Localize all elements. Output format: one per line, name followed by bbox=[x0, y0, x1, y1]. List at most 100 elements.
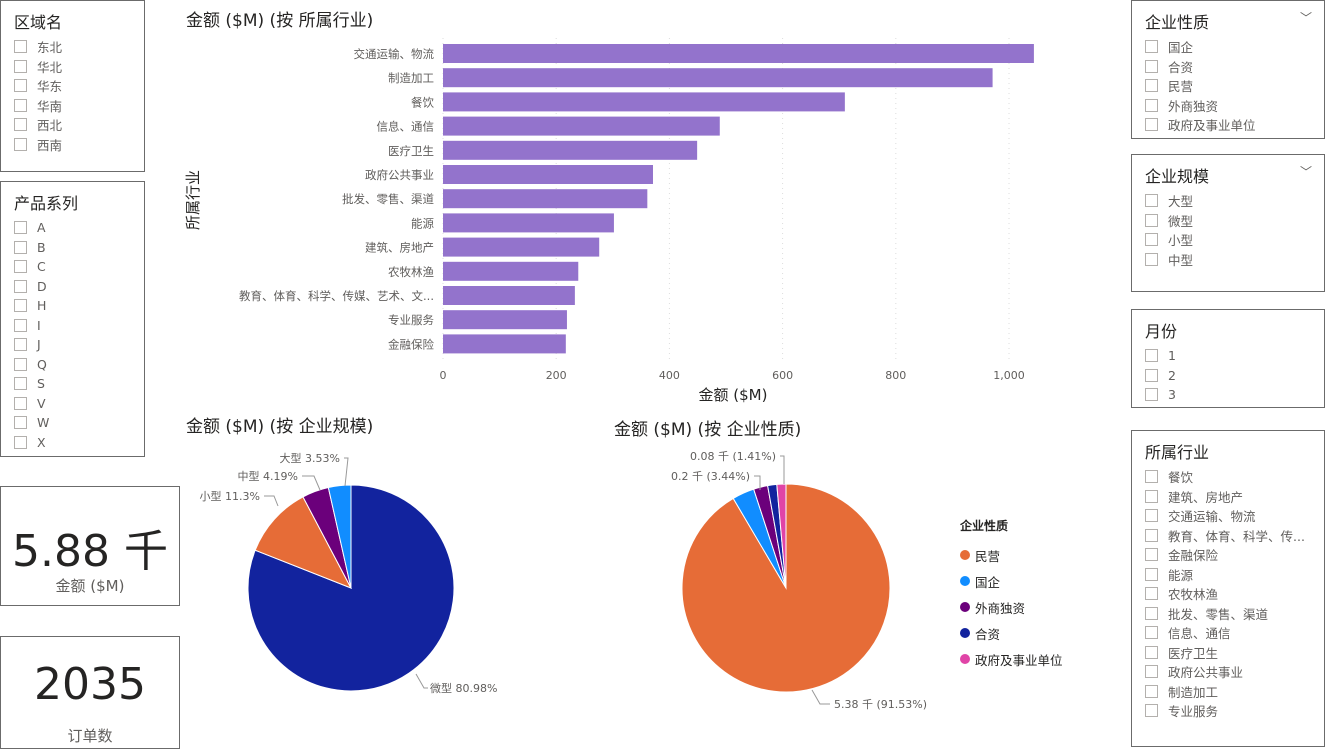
checkbox[interactable] bbox=[1145, 665, 1158, 679]
legend-item[interactable]: 合资 bbox=[960, 620, 1063, 646]
chevron-down-icon[interactable]: ﹀ bbox=[1299, 11, 1312, 25]
slicer-item[interactable]: 餐饮 bbox=[1132, 467, 1324, 487]
slicer-item[interactable]: D bbox=[1, 277, 144, 297]
checkbox[interactable] bbox=[14, 118, 27, 132]
slicer-item[interactable]: 华南 bbox=[1, 96, 144, 116]
slicer-item[interactable]: 2 bbox=[1132, 366, 1324, 386]
checkbox[interactable] bbox=[1145, 645, 1158, 659]
checkbox[interactable] bbox=[1145, 528, 1158, 542]
checkbox[interactable] bbox=[14, 338, 27, 352]
checkbox[interactable] bbox=[14, 435, 27, 449]
checkbox[interactable] bbox=[14, 260, 27, 274]
slicer-item[interactable]: 批发、零售、渠道 bbox=[1132, 604, 1324, 624]
checkbox[interactable] bbox=[1145, 98, 1158, 112]
checkbox[interactable] bbox=[14, 318, 27, 332]
checkbox[interactable] bbox=[1145, 626, 1158, 640]
slicer-item[interactable]: 3 bbox=[1132, 385, 1324, 405]
slicer-item[interactable]: J bbox=[1, 335, 144, 355]
slicer-item[interactable]: 华北 bbox=[1, 57, 144, 77]
slicer-item[interactable]: 东北 bbox=[1, 37, 144, 57]
slicer-item[interactable]: 政府公共事业 bbox=[1132, 662, 1324, 682]
checkbox[interactable] bbox=[1145, 704, 1158, 718]
slicer-item[interactable]: 信息、通信 bbox=[1132, 623, 1324, 643]
slicer-item[interactable]: 1 bbox=[1132, 346, 1324, 366]
slicer-item[interactable]: 华东 bbox=[1, 76, 144, 96]
slicer-item[interactable]: 农牧林渔 bbox=[1132, 584, 1324, 604]
checkbox[interactable] bbox=[1145, 40, 1158, 54]
checkbox[interactable] bbox=[14, 98, 27, 112]
slicer-item-label: 微型 bbox=[1168, 213, 1194, 229]
checkbox[interactable] bbox=[14, 279, 27, 293]
slicer-item[interactable]: 西南 bbox=[1, 135, 144, 155]
slicer-item[interactable]: 合资 bbox=[1132, 57, 1324, 77]
slicer-item[interactable]: 金融保险 bbox=[1132, 545, 1324, 565]
legend-item[interactable]: 外商独资 bbox=[960, 594, 1063, 620]
checkbox[interactable] bbox=[1145, 79, 1158, 93]
slicer-item[interactable]: 政府及事业单位 bbox=[1132, 115, 1324, 135]
checkbox[interactable] bbox=[1145, 684, 1158, 698]
chevron-down-icon[interactable]: ﹀ bbox=[1299, 165, 1312, 179]
slicer-item[interactable]: 大型 bbox=[1132, 191, 1324, 211]
pie-chart-scale: 微型 80.98% 小型 11.3% 中型 4.19% 大型 3.53% bbox=[200, 451, 498, 695]
legend-item[interactable]: 民营 bbox=[960, 542, 1063, 568]
slicer-item[interactable]: 交通运输、物流 bbox=[1132, 506, 1324, 526]
checkbox[interactable] bbox=[14, 137, 27, 151]
checkbox[interactable] bbox=[14, 240, 27, 254]
checkbox[interactable] bbox=[14, 221, 27, 235]
checkbox[interactable] bbox=[1145, 118, 1158, 132]
slicer-item[interactable]: Q bbox=[1, 355, 144, 375]
slicer-item[interactable]: W bbox=[1, 413, 144, 433]
slicer-item-label: 外商独资 bbox=[1168, 98, 1219, 114]
slicer-item-label: 华北 bbox=[37, 59, 63, 75]
slicer-item[interactable]: 专业服务 bbox=[1132, 701, 1324, 721]
checkbox[interactable] bbox=[14, 79, 27, 93]
legend-item[interactable]: 国企 bbox=[960, 568, 1063, 594]
slicer-item[interactable]: S bbox=[1, 374, 144, 394]
checkbox[interactable] bbox=[1145, 606, 1158, 620]
slicer-item[interactable]: X bbox=[1, 433, 144, 453]
y-tick-label: 制造加工 bbox=[388, 71, 434, 85]
checkbox[interactable] bbox=[14, 377, 27, 391]
checkbox[interactable] bbox=[1145, 489, 1158, 503]
slicer-item[interactable]: 建筑、房地产 bbox=[1132, 487, 1324, 507]
slicer-item[interactable]: 外商独资 bbox=[1132, 96, 1324, 116]
legend-item[interactable]: 政府及事业单位 bbox=[960, 646, 1063, 672]
slicer-item[interactable]: B bbox=[1, 238, 144, 258]
slicer-item[interactable]: 中型 bbox=[1132, 250, 1324, 270]
checkbox[interactable] bbox=[1145, 368, 1158, 382]
checkbox[interactable] bbox=[14, 59, 27, 73]
checkbox[interactable] bbox=[1145, 252, 1158, 266]
slicer-item[interactable]: A bbox=[1, 218, 144, 238]
slicer-item-label: I bbox=[37, 317, 41, 333]
slicer-item[interactable]: I bbox=[1, 316, 144, 336]
slicer-item[interactable]: V bbox=[1, 394, 144, 414]
slicer-item[interactable]: 小型 bbox=[1132, 230, 1324, 250]
checkbox[interactable] bbox=[1145, 388, 1158, 402]
checkbox[interactable] bbox=[1145, 567, 1158, 581]
checkbox[interactable] bbox=[14, 40, 27, 54]
checkbox[interactable] bbox=[1145, 349, 1158, 363]
checkbox[interactable] bbox=[1145, 470, 1158, 484]
slicer-item[interactable]: 民营 bbox=[1132, 76, 1324, 96]
checkbox[interactable] bbox=[1145, 233, 1158, 247]
checkbox[interactable] bbox=[14, 357, 27, 371]
checkbox[interactable] bbox=[1145, 213, 1158, 227]
checkbox[interactable] bbox=[14, 416, 27, 430]
slicer-item[interactable]: 制造加工 bbox=[1132, 682, 1324, 702]
slicer-item[interactable]: 能源 bbox=[1132, 565, 1324, 585]
slicer-item[interactable]: 医疗卫生 bbox=[1132, 643, 1324, 663]
checkbox[interactable] bbox=[1145, 59, 1158, 73]
slicer-item[interactable]: 西北 bbox=[1, 115, 144, 135]
slicer-item[interactable]: 教育、体育、科学、传... bbox=[1132, 526, 1324, 546]
checkbox[interactable] bbox=[14, 396, 27, 410]
checkbox[interactable] bbox=[1145, 194, 1158, 208]
slicer-title: 所属行业 bbox=[1145, 443, 1210, 462]
slicer-item[interactable]: 微型 bbox=[1132, 211, 1324, 231]
checkbox[interactable] bbox=[1145, 548, 1158, 562]
checkbox[interactable] bbox=[14, 299, 27, 313]
slicer-item[interactable]: 国企 bbox=[1132, 37, 1324, 57]
slicer-item[interactable]: H bbox=[1, 296, 144, 316]
checkbox[interactable] bbox=[1145, 509, 1158, 523]
slicer-item[interactable]: C bbox=[1, 257, 144, 277]
checkbox[interactable] bbox=[1145, 587, 1158, 601]
